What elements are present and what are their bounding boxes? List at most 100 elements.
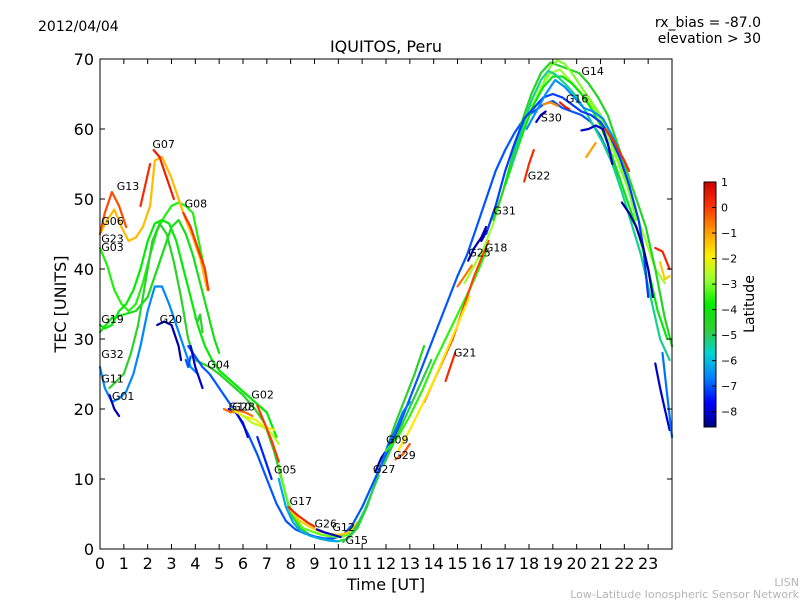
x-tick-label: 8 (286, 554, 296, 573)
satellite-label: G21 (454, 347, 477, 360)
x-tick-label: 22 (614, 554, 634, 573)
series-line-9 (98, 285, 199, 404)
series-line-35 (456, 264, 473, 288)
series-line-49 (542, 101, 559, 107)
x-tick-label: 20 (566, 554, 586, 573)
x-tick-label: 3 (166, 554, 176, 573)
series-line-33 (396, 295, 471, 453)
satellite-label: G20 (160, 313, 183, 326)
y-tick-label: 50 (74, 190, 94, 209)
x-tick-label: 0 (95, 554, 105, 573)
series-line-44 (558, 101, 571, 111)
series-line-56 (480, 229, 488, 243)
series-line-39 (542, 59, 638, 222)
x-tick-label: 6 (238, 554, 248, 573)
satellite-label: G11 (101, 373, 124, 386)
series-line-17 (241, 414, 280, 446)
series-line-23 (287, 505, 316, 528)
colorbar-ticks: 1 0 −1 −2 −3 −4 −5 −6 −7 −8 (712, 176, 737, 419)
y-tick-label: 40 (74, 260, 94, 279)
x-tick-label: 16 (471, 554, 491, 573)
satellite-label: G06 (101, 215, 124, 228)
satellite-label: G05 (274, 464, 297, 477)
x-tick-label: 11 (352, 554, 372, 573)
satellite-label: G15 (346, 534, 369, 547)
x-tick-label: 10 (328, 554, 348, 573)
satellite-label: G12 (332, 521, 355, 534)
series-line-40 (511, 69, 671, 362)
series-line-8 (98, 218, 221, 355)
x-tick-label: 2 (143, 554, 153, 573)
colorbar-tick-label: −3 (721, 278, 737, 291)
series-line-47 (585, 141, 597, 159)
x-tick-label: 15 (447, 554, 467, 573)
colorbar-tick-label: −8 (721, 406, 737, 419)
series-line-24 (315, 528, 342, 539)
y-tick-label: 10 (74, 470, 94, 489)
x-tick-label: 5 (214, 554, 224, 573)
satellite-label: G27 (373, 463, 396, 476)
satellite-label: G25 (468, 247, 491, 260)
series-line-20 (277, 477, 340, 543)
series-line-41 (485, 92, 650, 299)
satellite-label: G04 (207, 359, 230, 372)
elevation-label: elevation > 30 (658, 31, 761, 47)
satellite-label: G10 (229, 401, 252, 414)
y-tick-label: 70 (74, 50, 94, 69)
satellite-label: G23 (101, 233, 124, 246)
series-line-53 (661, 351, 674, 439)
colorbar-gradient (703, 181, 717, 428)
colorbar-tick-label: −6 (721, 355, 737, 368)
series-line-34 (467, 225, 488, 262)
colorbar-tick-label: −5 (721, 329, 737, 342)
series-line-18 (256, 404, 280, 463)
x-tick-label: 4 (190, 554, 200, 573)
y-tick-label: 20 (74, 400, 94, 419)
series-line-46 (620, 201, 654, 299)
colorbar-tick-label: −2 (721, 253, 737, 266)
series-line-2 (98, 190, 128, 236)
satellite-label: G16 (566, 93, 589, 106)
x-axis-label: Time [UT] (346, 575, 425, 594)
series-line-25 (342, 474, 380, 544)
series-line-32 (444, 351, 457, 383)
series-line-45 (580, 124, 614, 166)
satellite-label: G18 (485, 242, 508, 255)
series-line-1 (98, 155, 209, 292)
colorbar-tick-label: 0 (721, 202, 728, 215)
date-label: 2012/04/04 (38, 19, 119, 35)
series-line-43 (535, 110, 547, 124)
tick-layer: 0 1 2 3 4 5 6 7 8 9 10 11 12 13 14 15 16 17 18 19 20 21 22 2301… (74, 50, 672, 573)
satellite-label: G22 (528, 170, 551, 183)
y-tick-label: 60 (74, 120, 94, 139)
satellite-label: G19 (101, 313, 124, 326)
footer-lisn: LISN (774, 576, 799, 589)
satellite-label: G26 (315, 517, 338, 530)
x-tick-label: 7 (262, 554, 272, 573)
y-tick-label: 0 (84, 540, 94, 559)
satellite-label: G32 (101, 348, 124, 361)
x-tick-label: 21 (590, 554, 610, 573)
colorbar-tick-label: −4 (721, 304, 737, 317)
series-line-54 (194, 313, 204, 334)
series-line-55 (184, 355, 192, 369)
colorbar: 1 0 −1 −2 −3 −4 −5 −6 −7 −8 Latitude (703, 176, 758, 428)
x-tick-label: 9 (309, 554, 319, 573)
series-line-50 (654, 246, 671, 271)
satellite-label: G17 (290, 495, 313, 508)
satellite-label: G14 (581, 65, 604, 78)
series-line-5 (182, 211, 210, 292)
x-tick-label: 13 (400, 554, 420, 573)
series-line-15 (222, 407, 254, 418)
series-line-57 (523, 148, 535, 183)
footer-network: Low-Latitude Ionospheric Sensor Network (570, 588, 799, 600)
x-tick-label: 18 (519, 554, 539, 573)
series-line-0 (98, 201, 209, 313)
x-tick-label: 23 (638, 554, 658, 573)
satellite-label: G29 (393, 449, 416, 462)
series-line-48 (604, 127, 631, 173)
